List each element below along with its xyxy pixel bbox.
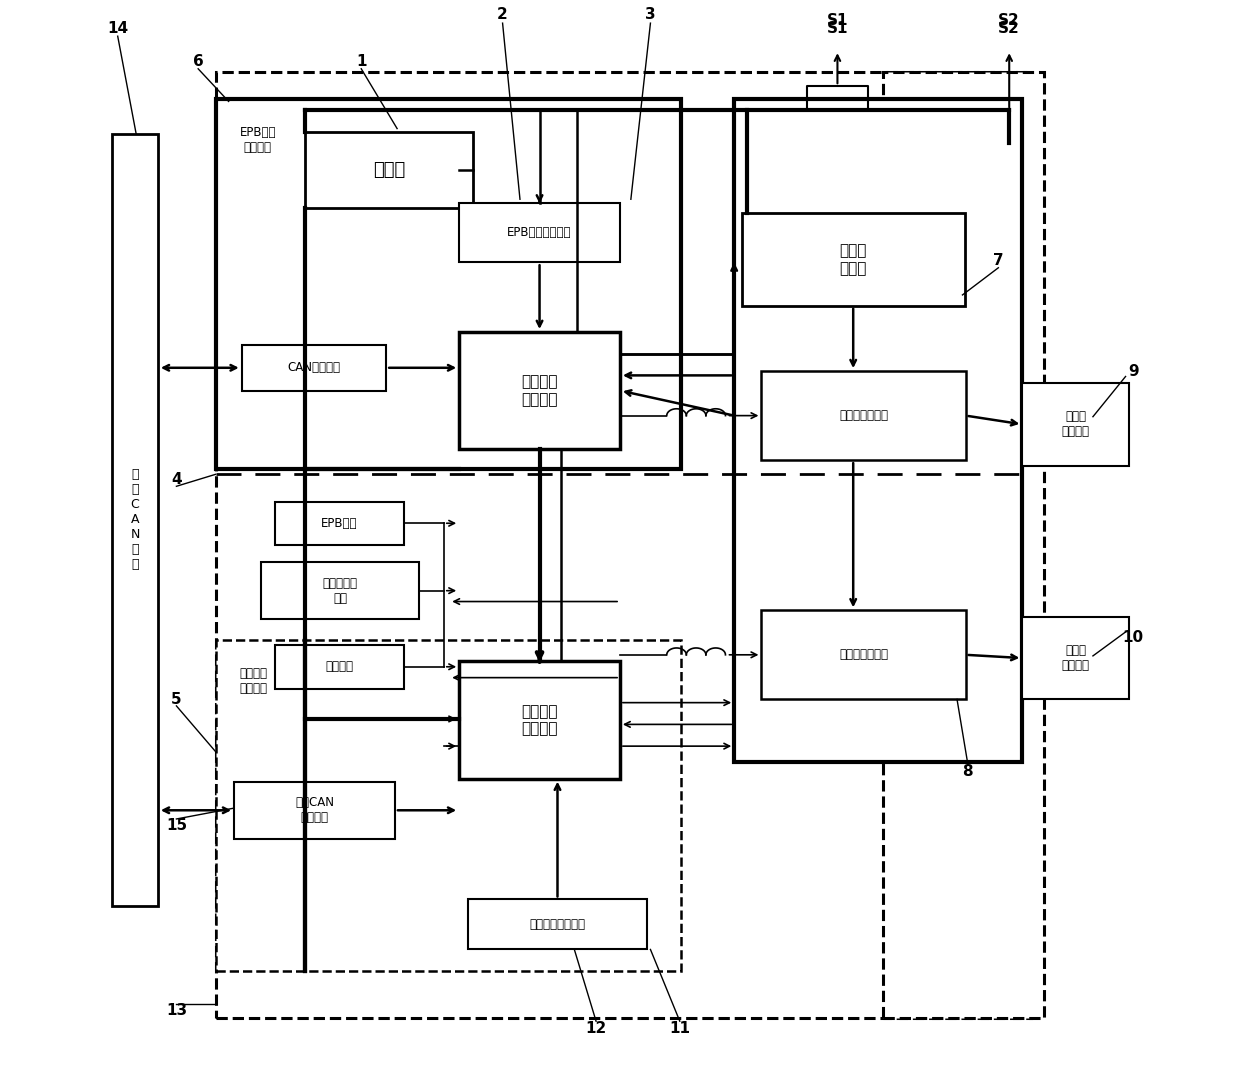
- Bar: [305, 132, 474, 208]
- Text: 10: 10: [1122, 630, 1143, 645]
- Text: 电机驱
动模块: 电机驱 动模块: [839, 243, 867, 276]
- Text: S2: S2: [998, 21, 1021, 36]
- Text: 2: 2: [497, 7, 508, 22]
- Text: 左卡逤
执行机构: 左卡逤 执行机构: [1061, 410, 1090, 438]
- Text: EPB电子
控制单元: EPB电子 控制单元: [239, 126, 277, 155]
- Bar: [734, 99, 1022, 762]
- Text: 冗余CAN
通信电路: 冗余CAN 通信电路: [295, 797, 334, 824]
- Text: 8: 8: [962, 764, 973, 778]
- Text: S1: S1: [827, 21, 848, 36]
- Text: 左电机驱动模块: 左电机驱动模块: [839, 409, 888, 422]
- Bar: [216, 99, 681, 469]
- Bar: [262, 562, 419, 619]
- Bar: [1022, 383, 1128, 465]
- Bar: [242, 344, 386, 390]
- Text: 7: 7: [993, 253, 1003, 268]
- Text: EPB电源管理电路: EPB电源管理电路: [507, 226, 572, 239]
- Text: 冗余驻车
控制单元: 冗余驻车 控制单元: [239, 667, 268, 694]
- Bar: [216, 72, 1030, 1018]
- Text: 车
身
C
A
N
总
线: 车 身 C A N 总 线: [130, 469, 140, 571]
- Text: 电子驻车
控制模块: 电子驻车 控制模块: [521, 374, 558, 407]
- Text: 坡度传感器
模块: 坡度传感器 模块: [322, 577, 357, 605]
- Text: 14: 14: [107, 21, 128, 36]
- Text: 冗余驻车
控制模块: 冗余驻车 控制模块: [521, 704, 558, 736]
- Text: 9: 9: [1128, 364, 1138, 378]
- Bar: [761, 610, 966, 700]
- Text: 3: 3: [645, 7, 656, 22]
- Bar: [1022, 617, 1128, 700]
- Bar: [761, 371, 966, 460]
- Bar: [275, 645, 404, 689]
- Text: 6: 6: [192, 53, 203, 69]
- Bar: [742, 214, 965, 306]
- Text: 右卡逤
执行机构: 右卡逤 执行机构: [1061, 644, 1090, 673]
- Text: CAN通信电路: CAN通信电路: [288, 361, 341, 374]
- Text: 13: 13: [166, 1003, 187, 1018]
- Text: 5: 5: [171, 692, 182, 707]
- Bar: [883, 72, 1044, 1018]
- Bar: [467, 899, 647, 949]
- Text: 冗余电源管理电路: 冗余电源管理电路: [529, 918, 585, 931]
- Bar: [216, 640, 681, 971]
- Text: 15: 15: [166, 818, 187, 833]
- Bar: [275, 501, 404, 545]
- Text: 12: 12: [585, 1021, 606, 1037]
- Text: 蓄电池: 蓄电池: [373, 161, 405, 179]
- Text: EPB开关: EPB开关: [321, 517, 358, 530]
- Text: 4: 4: [171, 472, 182, 487]
- Text: 11: 11: [670, 1021, 691, 1037]
- Bar: [113, 134, 157, 906]
- Text: S2: S2: [998, 13, 1021, 28]
- Text: 1: 1: [356, 53, 367, 69]
- Text: 状态指示: 状态指示: [325, 661, 353, 674]
- Text: S1: S1: [827, 13, 848, 28]
- Text: 右电机驱动模块: 右电机驱动模块: [839, 649, 888, 662]
- Bar: [459, 662, 620, 778]
- Bar: [459, 331, 620, 449]
- Bar: [234, 782, 396, 838]
- Bar: [459, 203, 620, 263]
